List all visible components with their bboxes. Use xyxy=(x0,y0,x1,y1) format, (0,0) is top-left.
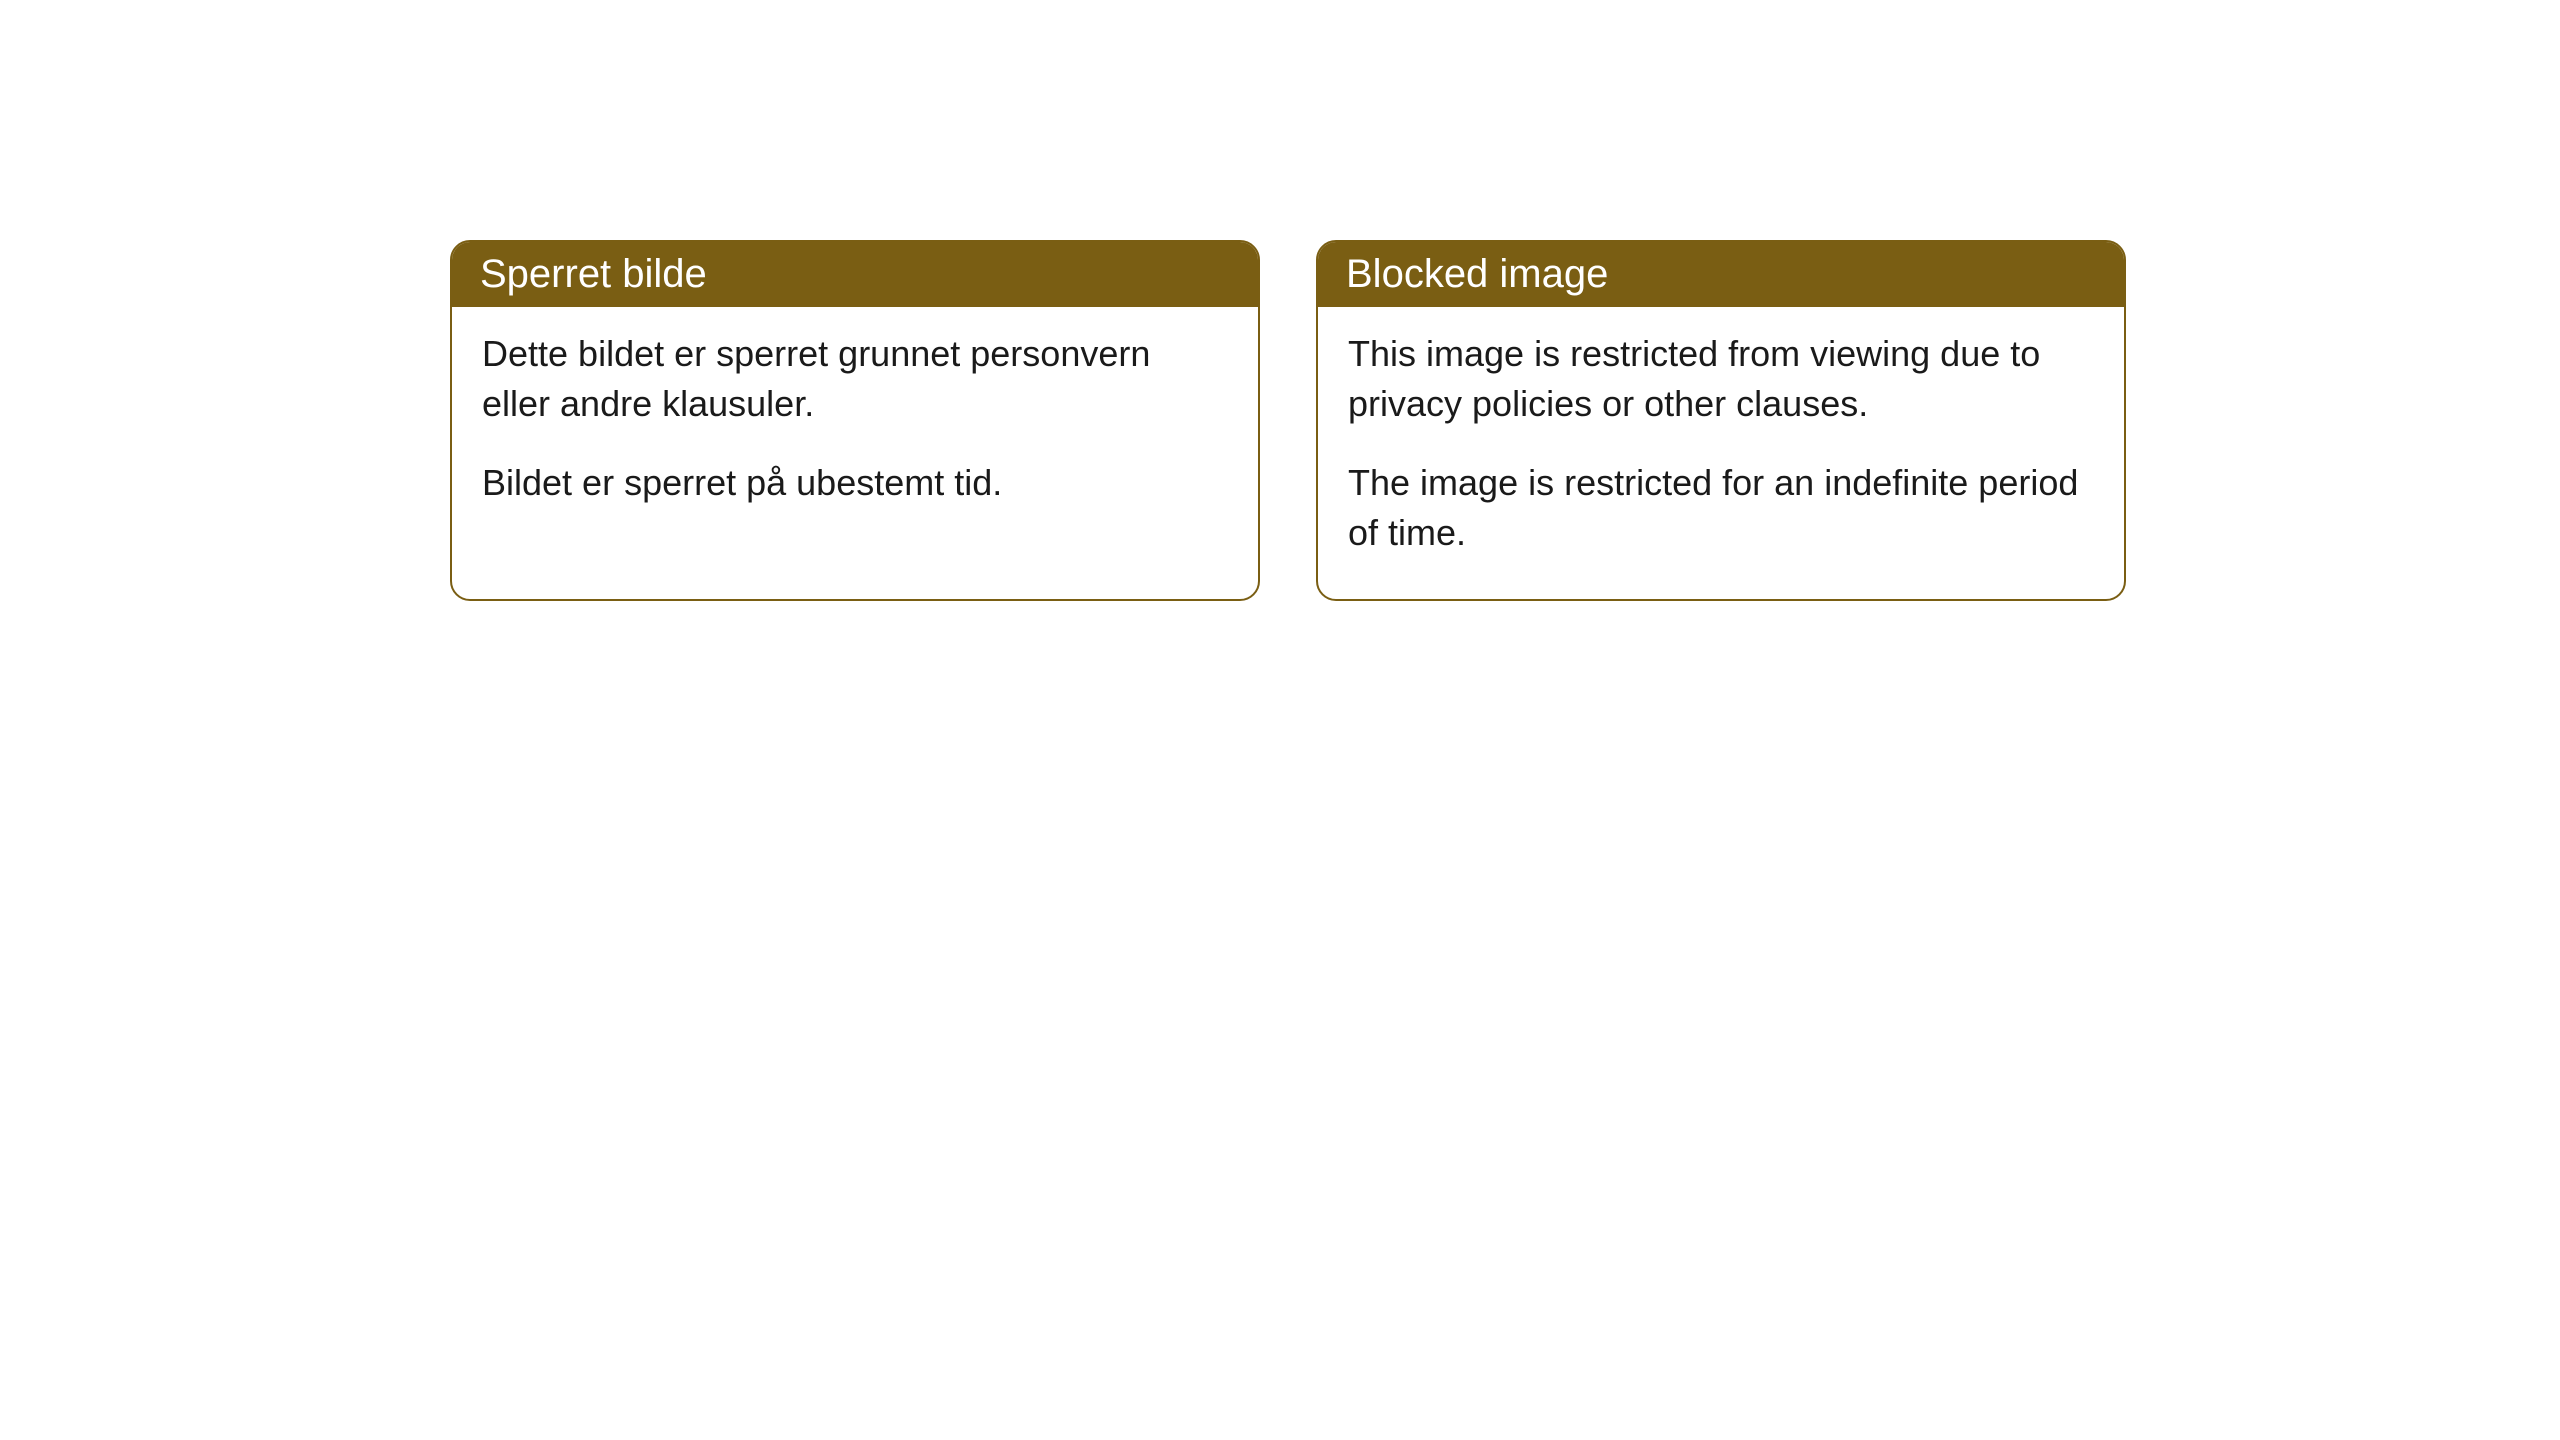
card-header-norwegian: Sperret bilde xyxy=(452,242,1258,307)
card-title-norwegian: Sperret bilde xyxy=(480,252,707,296)
card-text-norwegian-p1: Dette bildet er sperret grunnet personve… xyxy=(482,329,1228,430)
card-body-english: This image is restricted from viewing du… xyxy=(1318,307,2124,599)
card-body-norwegian: Dette bildet er sperret grunnet personve… xyxy=(452,307,1258,548)
notice-card-english: Blocked image This image is restricted f… xyxy=(1316,240,2126,601)
card-text-norwegian-p2: Bildet er sperret på ubestemt tid. xyxy=(482,458,1228,508)
card-header-english: Blocked image xyxy=(1318,242,2124,307)
notice-cards-container: Sperret bilde Dette bildet er sperret gr… xyxy=(450,240,2126,601)
card-text-english-p1: This image is restricted from viewing du… xyxy=(1348,329,2094,430)
card-text-english-p2: The image is restricted for an indefinit… xyxy=(1348,458,2094,559)
card-title-english: Blocked image xyxy=(1346,252,1608,296)
notice-card-norwegian: Sperret bilde Dette bildet er sperret gr… xyxy=(450,240,1260,601)
